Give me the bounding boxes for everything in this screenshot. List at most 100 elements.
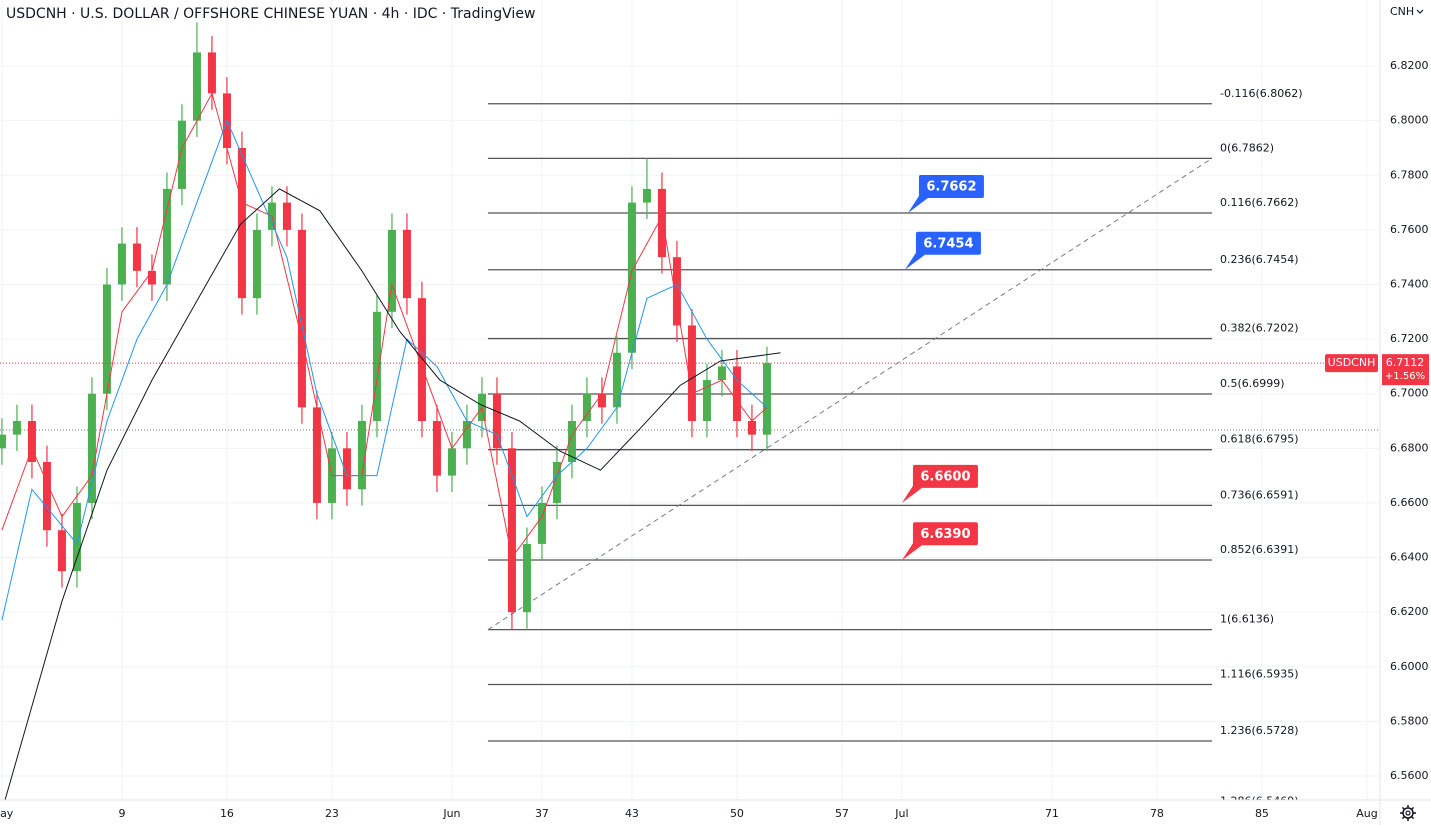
candle-body: [87, 393, 96, 503]
x-tick-label: 9: [118, 807, 125, 820]
candle-body: [537, 502, 546, 544]
candle-body: [732, 366, 741, 422]
candle-body: [522, 543, 531, 613]
candle-body: [672, 257, 681, 326]
candle-body: [207, 52, 216, 94]
symbol-tag: [1325, 354, 1378, 373]
candle-body: [702, 380, 711, 422]
candle-body: [447, 448, 456, 476]
candle-body: [507, 448, 516, 613]
x-tick-label: 50: [730, 807, 744, 820]
candle-body: [417, 298, 426, 422]
x-tick-label: 23: [325, 807, 339, 820]
callout-label: 6.7662: [926, 179, 976, 194]
plot-area: -0.116(6.8062) 0(6.7862) 0.116(6.7662) 0.23…: [0, 22, 1380, 808]
candle-body: [282, 202, 291, 230]
fib-level-label: 1.286(6.5469): [1220, 795, 1299, 808]
candle-body: [762, 363, 771, 435]
y-tick-label: 6.8000: [1390, 114, 1429, 127]
moving-average-line: [1, 92, 768, 559]
x-tick-label: 16: [220, 807, 234, 820]
moving-average-line: [4, 188, 781, 800]
candle-body: [717, 366, 726, 381]
callout-label: 6.6600: [920, 469, 970, 484]
callout-box: [912, 522, 978, 546]
y-tick-label: 6.5800: [1390, 714, 1429, 727]
callout-pointer: [901, 543, 922, 561]
x-tick-label: 78: [1150, 807, 1164, 820]
candle-body: [297, 229, 306, 408]
candle-body: [177, 120, 186, 189]
candle-body: [402, 229, 411, 299]
y-tick-label: 6.7400: [1390, 278, 1429, 291]
x-tick-label: May: [0, 807, 14, 820]
x-tick-label: Aug: [1356, 807, 1377, 820]
candle-body: [102, 284, 111, 394]
candle-body: [492, 393, 501, 449]
y-tick-label: 6.6800: [1390, 441, 1429, 454]
fib-level-label: -0.116(6.8062): [1220, 87, 1303, 100]
callout-label: 6.7454: [923, 236, 973, 251]
currency-label[interactable]: CNH: [1390, 5, 1414, 18]
candle-body: [12, 421, 21, 435]
candle-body: [342, 448, 351, 490]
chart-title: USDCNH · U.S. DOLLAR / OFFSHORE CHINESE …: [6, 6, 535, 22]
fib-level-label: 1.236(6.5728): [1220, 724, 1299, 737]
candle-body: [687, 325, 696, 422]
x-tick-label: 43: [625, 807, 639, 820]
grid: [0, 0, 1380, 800]
currency-caret[interactable]: [1416, 9, 1424, 14]
callout-pointer: [901, 485, 922, 503]
x-tick-label: 37: [535, 807, 549, 820]
candle-body: [72, 502, 81, 572]
candle-body: [597, 393, 606, 408]
candle-body: [747, 421, 756, 435]
fib-level-label: 1.116(6.5935): [1220, 668, 1299, 681]
candle-body: [612, 352, 621, 408]
symbol-tag-label: USDCNH: [1328, 356, 1376, 369]
candle-body: [372, 311, 381, 422]
candle-body: [567, 421, 576, 462]
candle-body: [387, 229, 396, 312]
callout-box: [915, 231, 981, 255]
candle-body: [252, 229, 261, 299]
callout-box: [918, 174, 984, 198]
fib-level-label: 1(6.6136): [1220, 613, 1274, 626]
x-tick-label: 57: [835, 807, 849, 820]
y-tick-label: 6.7000: [1390, 387, 1429, 400]
x-tick-label: Jun: [442, 807, 460, 820]
candle-body: [147, 270, 156, 285]
candle-body: [432, 421, 441, 476]
y-tick-label: 6.6200: [1390, 605, 1429, 618]
candle-body: [132, 243, 141, 271]
candle-body: [357, 421, 366, 490]
y-tick-label: 6.7600: [1390, 223, 1429, 236]
callout-pointer: [904, 252, 925, 270]
y-tick-label: 6.5600: [1390, 769, 1429, 782]
candle-body: [27, 421, 36, 462]
candle-body: [312, 407, 321, 503]
y-tick-label: 6.7200: [1390, 332, 1429, 345]
candle-body: [462, 421, 471, 449]
fib-level-label: 0.736(6.6591): [1220, 488, 1299, 501]
callout-label: 6.6390: [920, 527, 970, 542]
fib-level-label: 0.618(6.6795): [1220, 433, 1299, 446]
y-tick-label: 6.8200: [1390, 59, 1429, 72]
candle-body: [192, 52, 201, 121]
y-tick-label: 6.7800: [1390, 168, 1429, 181]
fib-level-label: 0(6.7862): [1220, 141, 1274, 154]
candle-body: [642, 188, 651, 203]
fib-level-label: 0.236(6.7454): [1220, 253, 1299, 266]
x-tick-label: 71: [1045, 807, 1059, 820]
moving-average-line: [1, 119, 768, 621]
axes: 6.5600 6.5800 6.6000 6.6200 6.6400 6.6600 6.68…: [0, 59, 1429, 820]
candle-body: [627, 202, 636, 353]
x-tick-label: 85: [1255, 807, 1269, 820]
fib-level-label: 0.116(6.7662): [1220, 196, 1299, 209]
candle-body: [117, 243, 126, 285]
fib-level-label: 0.382(6.7202): [1220, 322, 1299, 335]
change-tag-label: +1.56%: [1385, 371, 1425, 382]
settings-icon[interactable]: [1400, 805, 1416, 821]
